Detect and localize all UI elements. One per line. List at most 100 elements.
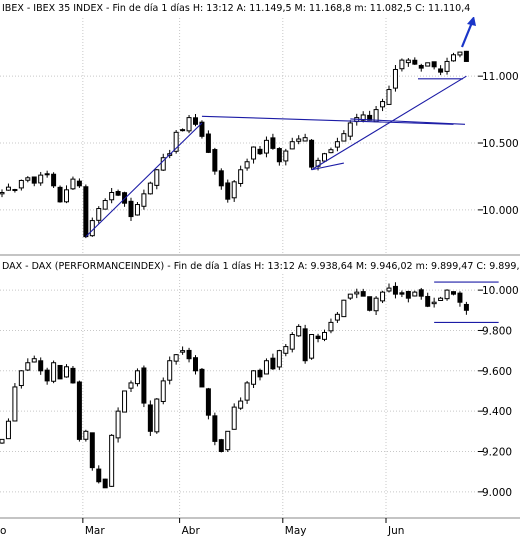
- candle-body: [51, 362, 57, 382]
- candle-body: [405, 59, 411, 64]
- y-tick-label: 9.800: [482, 325, 512, 337]
- candle-body: [57, 186, 63, 203]
- candle-body: [102, 478, 108, 489]
- candle-body: [199, 368, 205, 388]
- candle-body: [270, 137, 276, 149]
- candle-body: [386, 89, 392, 105]
- candle-body: [251, 146, 257, 160]
- candle-body: [251, 370, 257, 385]
- dax-y-axis: 10.000 9.800 9.600 9.400 9.200 9.000: [478, 285, 519, 499]
- dax-grid: [0, 274, 478, 516]
- candle-body: [115, 191, 121, 196]
- candle-body: [12, 189, 18, 192]
- candle-body: [44, 369, 50, 382]
- ibex-arrow-head-icon: [467, 16, 476, 26]
- candle-body: [31, 358, 37, 363]
- candle-body: [193, 357, 198, 372]
- dax-trendlines: [434, 281, 499, 323]
- x-axis: o Mar Abr May Jun: [0, 518, 404, 537]
- candle-body: [451, 291, 456, 295]
- candle-body: [38, 174, 44, 184]
- candle-body: [412, 59, 418, 65]
- candle-body: [0, 438, 5, 444]
- candle-body: [263, 360, 269, 375]
- candle-body: [64, 366, 69, 378]
- candle-body: [102, 200, 108, 210]
- candle-body: [289, 333, 295, 350]
- candle-body: [328, 321, 334, 332]
- trendline: [350, 118, 466, 125]
- candle-body: [315, 335, 321, 340]
- candle-body: [244, 382, 250, 401]
- candle-body: [438, 68, 444, 73]
- candle-body: [12, 386, 18, 422]
- candle-body: [302, 137, 308, 142]
- candle-body: [180, 350, 186, 353]
- candle-body: [347, 293, 353, 299]
- candle-body: [283, 346, 289, 354]
- candle-body: [386, 287, 392, 292]
- candle-body: [380, 291, 386, 302]
- candle-body: [109, 192, 115, 201]
- candle-body: [328, 149, 334, 154]
- candle-body: [296, 138, 302, 142]
- candle-body: [18, 179, 24, 189]
- ibex-candles: [0, 50, 469, 239]
- candle-body: [405, 290, 411, 299]
- trendline: [201, 115, 454, 125]
- candle-body: [431, 61, 437, 68]
- y-tick-label: 9.400: [482, 406, 512, 418]
- candle-body: [373, 297, 379, 312]
- candle-body: [225, 182, 231, 200]
- candle-body: [425, 295, 431, 307]
- candle-body: [309, 139, 315, 168]
- candle-body: [257, 148, 263, 155]
- candle-body: [263, 139, 269, 154]
- candle-body: [64, 189, 69, 203]
- candle-body: [5, 420, 11, 440]
- y-tick-label: 11.000: [482, 71, 519, 83]
- candle-body: [257, 369, 263, 378]
- candle-body: [173, 354, 179, 362]
- candle-body: [360, 291, 366, 297]
- candle-body: [354, 291, 360, 295]
- candle-body: [96, 468, 102, 483]
- candle-body: [154, 169, 160, 186]
- candle-body: [76, 180, 82, 187]
- candle-body: [83, 430, 89, 440]
- candle-body: [218, 170, 224, 187]
- candle-body: [25, 177, 31, 181]
- candle-body: [89, 220, 95, 237]
- y-tick-label: 10.500: [482, 138, 519, 150]
- candle-body: [218, 439, 224, 452]
- candle-body: [70, 367, 76, 384]
- ibex-grid: [0, 18, 478, 254]
- candle-body: [341, 299, 347, 318]
- trendline: [311, 162, 344, 171]
- candle-body: [341, 133, 347, 142]
- candle-body: [431, 301, 437, 305]
- candle-body: [147, 404, 153, 432]
- ibex-header: IBEX - IBEX 35 INDEX - Fin de día 1 días…: [2, 3, 470, 14]
- candle-body: [134, 370, 140, 385]
- candle-body: [25, 362, 31, 371]
- candle-body: [205, 388, 211, 416]
- dax-header: DAX - DAX (PERFORMANCEINDEX) - Fin de dí…: [2, 261, 520, 272]
- candle-body: [212, 149, 218, 172]
- candle-body: [199, 121, 205, 137]
- y-tick-label: 10.000: [482, 285, 519, 297]
- candle-body: [147, 182, 153, 195]
- candle-body: [160, 380, 166, 402]
- candle-body: [392, 285, 398, 295]
- candle-body: [302, 328, 308, 362]
- candle-body: [238, 400, 244, 409]
- candle-body: [244, 161, 250, 169]
- candle-body: [418, 289, 424, 297]
- candle-body: [115, 410, 121, 439]
- candle-body: [141, 367, 147, 404]
- candle-body: [270, 357, 276, 370]
- candle-body: [238, 169, 244, 184]
- ibex-y-axis: 11.000 10.500 10.000: [478, 71, 519, 217]
- candle-body: [457, 51, 463, 56]
- x-tick-label: Mar: [85, 525, 105, 537]
